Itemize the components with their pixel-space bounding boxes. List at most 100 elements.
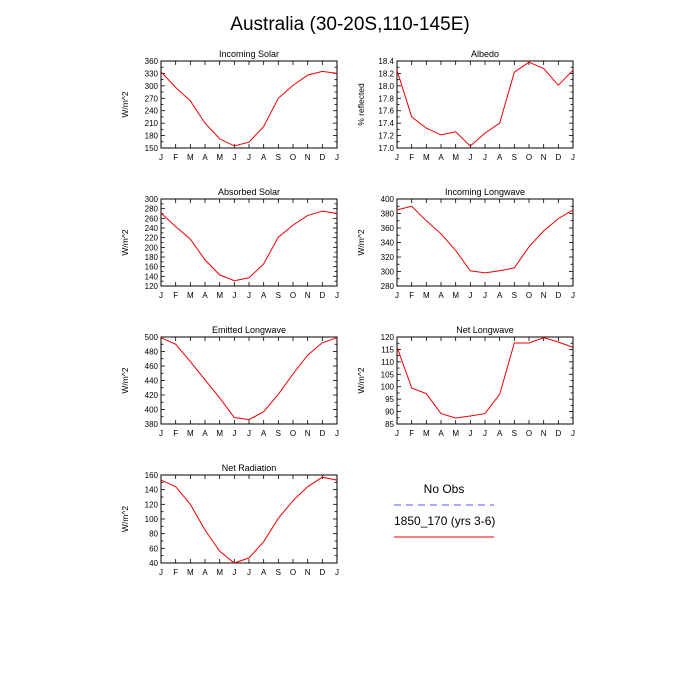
y-tick-label: 17.2 [378,132,394,141]
x-tick-label: J [483,153,487,162]
y-tick-label: 18.4 [378,57,394,66]
x-tick-label: A [261,291,267,300]
panel-frame [396,336,574,425]
y-tick-label: 40 [149,559,158,568]
y-tick-label: 110 [381,358,394,367]
y-tick-label: 280 [145,205,159,214]
x-tick-label: S [276,568,281,577]
x-tick-label: J [395,153,399,162]
panel-title: Absorbed Solar [218,187,280,197]
y-tick-label: 105 [381,370,395,379]
x-tick-label: A [261,568,267,577]
y-tick-label: 210 [145,119,159,128]
y-axis-label: W/m^2 [120,367,130,393]
x-tick-label: N [541,291,547,300]
y-tick-label: 380 [381,210,395,219]
y-tick-label: 500 [145,333,159,342]
x-tick-label: J [159,291,163,300]
x-tick-label: O [526,291,532,300]
x-tick-label: F [409,153,414,162]
x-tick-label: A [438,153,444,162]
x-tick-label: S [512,429,517,438]
x-tick-label: O [290,291,296,300]
x-tick-label: J [395,291,399,300]
y-tick-label: 360 [381,224,395,233]
x-tick-label: M [423,291,430,300]
x-tick-label: A [438,429,444,438]
x-tick-label: M [187,153,194,162]
x-tick-label: N [305,291,311,300]
x-tick-label: J [483,429,487,438]
x-tick-label: M [423,429,430,438]
x-tick-label: D [555,153,561,162]
y-tick-label: 140 [145,486,159,495]
x-tick-label: M [216,153,223,162]
series-line [160,476,338,564]
x-tick-label: S [276,429,281,438]
y-axis-label: W/m^2 [120,229,130,255]
y-tick-label: 160 [145,263,159,272]
x-tick-label: S [512,153,517,162]
x-tick-label: F [173,429,178,438]
y-tick-label: 150 [145,144,159,153]
x-tick-label: J [159,568,163,577]
y-tick-label: 340 [381,239,395,248]
x-tick-label: A [497,291,503,300]
series-line [396,337,574,419]
x-tick-label: J [232,153,236,162]
x-tick-label: D [555,291,561,300]
x-tick-label: J [159,429,163,438]
panel-2: Albedo % reflected 17.0 17.2 17.4 17.6 17.8 18.… [356,49,575,162]
panel-title: Incoming Longwave [445,187,525,197]
x-tick-label: J [571,429,575,438]
x-tick-label: F [173,291,178,300]
x-tick-label: J [247,153,251,162]
panels: Incoming Solar W/m^2 150 180 210 240 270 300 330… [120,49,575,577]
x-tick-label: F [409,429,414,438]
x-tick-label: N [541,153,547,162]
y-tick-label: 480 [145,348,159,357]
y-tick-label: 115 [381,345,394,354]
x-tick-label: J [468,429,472,438]
x-tick-label: M [187,568,194,577]
y-tick-label: 90 [385,408,394,417]
y-axis-label: % reflected [356,83,366,126]
x-tick-label: J [247,568,251,577]
y-tick-label: 440 [145,377,159,386]
x-tick-label: J [159,153,163,162]
y-tick-label: 320 [381,253,395,262]
x-tick-label: J [395,429,399,438]
x-tick-label: O [290,568,296,577]
x-tick-label: M [423,153,430,162]
y-tick-label: 160 [145,471,159,480]
y-tick-label: 260 [145,214,159,223]
x-tick-label: M [216,429,223,438]
y-axis-label: W/m^2 [356,229,366,255]
x-tick-label: J [483,291,487,300]
x-tick-label: M [216,291,223,300]
x-tick-label: A [202,429,208,438]
x-tick-label: J [571,153,575,162]
panel-title: Net Longwave [456,325,514,335]
panel-6: Net Longwave W/m^2 85 90 95 100 105 110 115 120 J F… [356,325,575,438]
x-tick-label: A [202,153,208,162]
panel-frame [160,474,338,564]
x-tick-label: A [202,291,208,300]
x-tick-label: J [335,291,339,300]
x-tick-label: F [409,291,414,300]
x-tick-label: N [305,153,311,162]
y-tick-label: 17.0 [378,144,394,153]
y-tick-label: 300 [145,195,159,204]
x-tick-label: J [232,291,236,300]
x-tick-label: J [247,429,251,438]
panel-frame [160,336,338,425]
panel-title: Albedo [471,49,499,59]
x-tick-label: A [261,429,267,438]
x-tick-label: S [276,291,281,300]
y-tick-label: 120 [145,282,159,291]
y-tick-label: 17.4 [378,119,394,128]
y-tick-label: 60 [149,544,158,553]
y-tick-label: 400 [381,195,395,204]
y-tick-label: 300 [381,268,395,277]
y-tick-label: 330 [145,69,159,78]
